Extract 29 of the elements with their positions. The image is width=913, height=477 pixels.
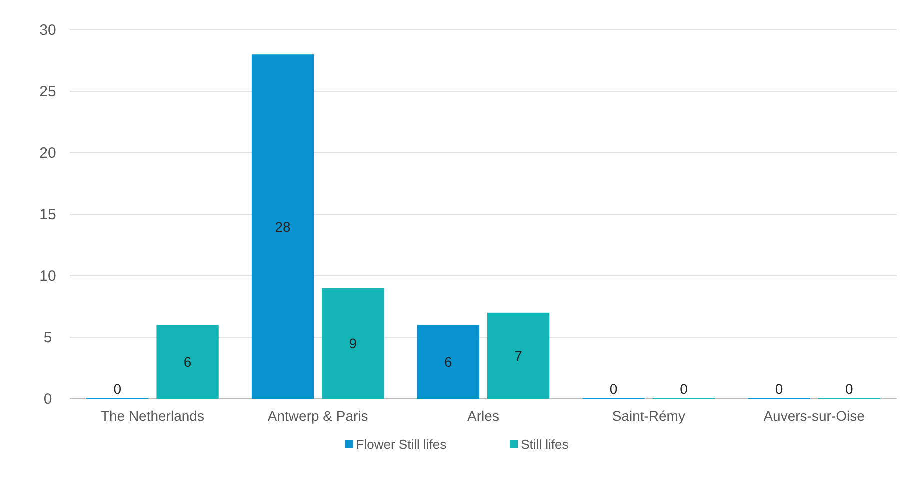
data-label: 0 [845, 381, 854, 397]
bar [252, 54, 314, 399]
y-tick-label: 0 [44, 391, 52, 408]
y-tick-label: 30 [40, 22, 56, 39]
legend-label: Flower Still lifes [356, 437, 448, 452]
data-label: 9 [349, 336, 358, 352]
legend-label: Still lifes [521, 437, 570, 452]
data-label: 7 [514, 348, 523, 364]
x-tick-label: Saint-Rémy [612, 408, 686, 424]
data-label: 0 [775, 381, 784, 397]
y-tick-label: 25 [40, 84, 56, 100]
bar [488, 312, 550, 399]
x-tick-label: Auvers-sur-Oise [764, 408, 866, 424]
x-tick-label: Arles [468, 408, 500, 424]
y-tick-label: 20 [40, 145, 56, 162]
data-label: 6 [444, 354, 453, 370]
data-label: 28 [275, 218, 292, 235]
bar [417, 325, 480, 399]
x-tick-label: The Netherlands [100, 408, 204, 424]
data-label: 6 [184, 354, 192, 370]
x-tick-label: Antwerp & Paris [268, 408, 368, 424]
y-tick-label: 15 [40, 206, 56, 224]
y-tick-label: 5 [44, 330, 52, 346]
data-label: 0 [680, 381, 688, 397]
data-label: 0 [610, 381, 618, 397]
data-label: 0 [114, 381, 122, 397]
bar [322, 288, 384, 399]
y-tick-label: 10 [40, 268, 56, 285]
bar [156, 325, 219, 399]
